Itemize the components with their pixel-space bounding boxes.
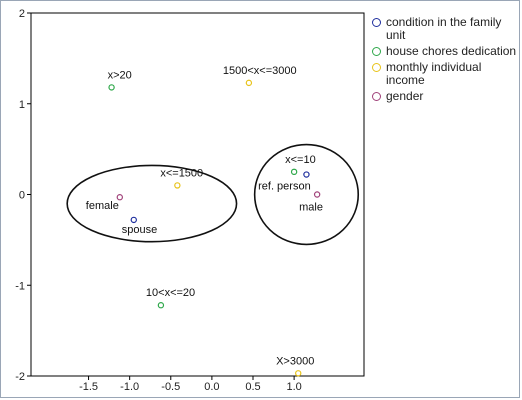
- legend-label: monthly individual income: [386, 60, 482, 87]
- y-tick-label: 2: [19, 8, 25, 20]
- y-tick-label: 1: [19, 99, 25, 111]
- y-tick-label: -2: [15, 371, 25, 383]
- data-point: [295, 370, 302, 377]
- legend-marker: [372, 92, 381, 101]
- annotation-label: ref. person: [258, 180, 311, 192]
- point-label: male: [299, 202, 323, 214]
- legend-marker: [372, 18, 381, 27]
- data-point: [130, 216, 137, 224]
- data-point: [108, 84, 115, 91]
- legend-label: condition in the family unit: [386, 15, 502, 42]
- legend-item: gender: [369, 90, 519, 103]
- cluster-ellipse: [253, 143, 360, 246]
- data-points: [108, 79, 321, 377]
- x-tick-label: -1.5: [79, 381, 98, 393]
- legend-item: house chores dedication: [369, 45, 519, 58]
- data-point: [290, 168, 298, 176]
- legend-item: condition in the family unit: [369, 16, 519, 42]
- data-point: [303, 171, 310, 178]
- legend-marker: [372, 47, 381, 56]
- data-point: [174, 182, 181, 189]
- legend-label: house chores dedication: [386, 44, 517, 58]
- point-label: 1500<x<=3000: [223, 65, 297, 77]
- legend-label: gender: [386, 89, 424, 103]
- cluster-ellipses: [66, 143, 360, 246]
- axes: 2 1 0 -1 -2 -1.5 -1.0 -0.5 0.0 0.5 1.0: [15, 8, 365, 393]
- legend: condition in the family unit house chores…: [369, 16, 519, 106]
- x-tick-label: 0.0: [204, 381, 219, 393]
- x-tick-label: 0.5: [245, 381, 260, 393]
- point-label: x<=10: [285, 154, 316, 166]
- legend-item: monthly individual income: [369, 61, 519, 87]
- data-point: [313, 191, 321, 198]
- point-label: 10<x<=20: [146, 287, 195, 299]
- data-point: [157, 302, 165, 309]
- legend-marker: [372, 63, 381, 72]
- x-tick-label: 1.0: [286, 381, 301, 393]
- point-label: x>20: [108, 69, 132, 81]
- x-tick-label: -0.5: [161, 381, 180, 393]
- point-label: X>3000: [276, 355, 314, 367]
- data-point: [116, 194, 124, 201]
- point-label: x<=1500: [160, 167, 203, 179]
- data-point: [245, 79, 253, 87]
- x-tick-label: -1.0: [120, 381, 139, 393]
- y-tick-label: -1: [15, 280, 25, 292]
- point-label: female: [86, 200, 119, 212]
- point-labels: spouse x>20 x<=10 10<x<=20 1500<x<=3000 x<=15…: [86, 65, 323, 367]
- y-tick-label: 0: [19, 190, 25, 202]
- cluster-ellipse: [66, 164, 238, 243]
- point-label: spouse: [122, 224, 157, 236]
